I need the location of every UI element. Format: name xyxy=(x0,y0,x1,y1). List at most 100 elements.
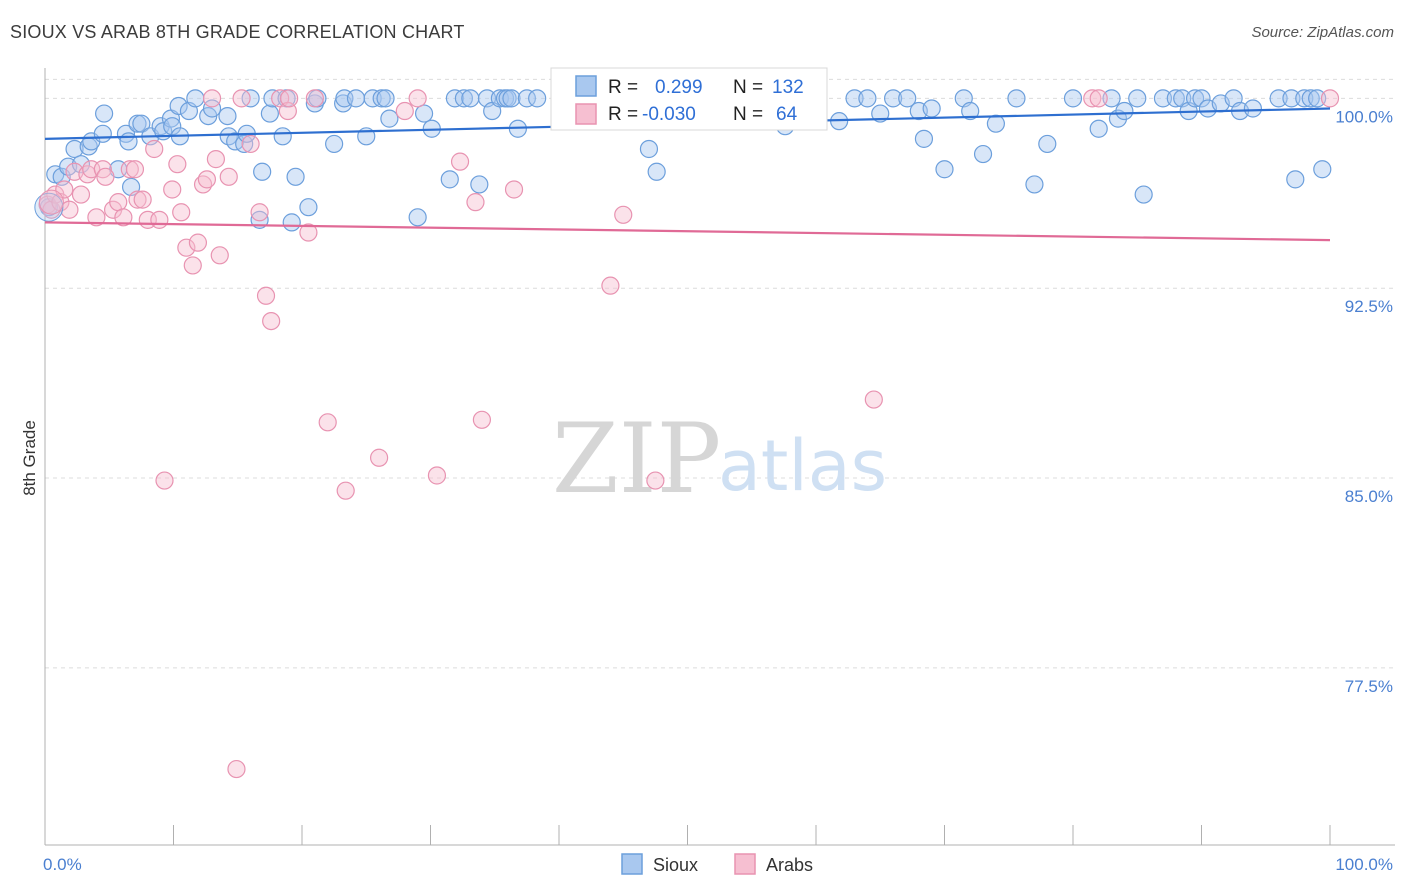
arab-point-21 xyxy=(145,139,164,159)
sioux-point-8 xyxy=(93,124,112,143)
arab-cluster-point xyxy=(38,189,64,215)
legend-swatch-arab xyxy=(575,103,597,125)
sioux-point-68 xyxy=(517,89,536,108)
sioux-point-128 xyxy=(1282,89,1301,108)
sioux-point-58 xyxy=(454,89,474,108)
arab-point-22 xyxy=(150,210,169,229)
arab-point-25 xyxy=(168,155,187,174)
sioux-point-97 xyxy=(898,89,917,108)
sioux-point-53 xyxy=(408,208,427,227)
bottom-legend-label-arab: Arabs xyxy=(766,855,813,875)
legend-top: R = 0.299 N = 132 R = -0.030 N = 64 xyxy=(550,67,828,131)
sioux-point-24 xyxy=(186,89,205,108)
sioux-point-108 xyxy=(1038,134,1057,154)
arab-point-57 xyxy=(601,276,620,295)
arab-point-29 xyxy=(188,233,208,252)
sioux-point-114 xyxy=(1128,89,1147,108)
arab-point-54 xyxy=(466,193,485,212)
sioux-point-111 xyxy=(1102,89,1121,108)
sioux-point-40 xyxy=(286,167,305,186)
sioux-point-27 xyxy=(218,106,237,126)
arab-point-12 xyxy=(96,167,115,186)
arab-point-31 xyxy=(197,170,217,189)
legend-n-label-arab: N = xyxy=(733,104,763,125)
arab-point-37 xyxy=(232,89,251,108)
arab-point-14 xyxy=(109,193,128,212)
sioux-point-107 xyxy=(1025,175,1044,194)
watermark-zip: ZIP xyxy=(552,403,721,515)
arab-point-45 xyxy=(299,223,318,242)
x-tick-label-1: 100.0% xyxy=(1335,855,1393,874)
arab-point-18 xyxy=(128,190,147,209)
sioux-point-42 xyxy=(305,94,324,113)
arab-point-48 xyxy=(336,481,355,500)
arab-point-60 xyxy=(864,390,883,409)
sioux-point-5 xyxy=(71,155,91,174)
watermark-atlas: atlas xyxy=(718,425,887,507)
legend-frame xyxy=(550,67,828,131)
sioux-point-120 xyxy=(1185,89,1205,108)
sioux-point-50 xyxy=(372,89,391,108)
legend-r-label-sioux: R = xyxy=(608,77,638,98)
sioux-point-65 xyxy=(498,89,517,108)
legend-r-label-arab: R = xyxy=(608,104,638,125)
arab-point-63 xyxy=(1320,89,1340,108)
chart-title: SIOUX VS ARAB 8TH GRADE CORRELATION CHAR… xyxy=(10,22,465,42)
gridlines xyxy=(45,78,1395,669)
arab-point-24 xyxy=(163,180,182,199)
sioux-point-100 xyxy=(922,99,941,118)
arab-point-47 xyxy=(318,413,337,432)
sioux-point-44 xyxy=(325,134,344,154)
sioux-point-79 xyxy=(639,139,659,159)
arab-point-62 xyxy=(1089,89,1108,108)
sioux-point-105 xyxy=(986,114,1006,133)
arab-point-41 xyxy=(262,311,281,331)
y-tick-label-2: 85.0% xyxy=(1345,487,1393,506)
sioux-point-127 xyxy=(1269,89,1288,108)
arab-point-23 xyxy=(155,471,174,490)
sioux-point-69 xyxy=(528,89,547,108)
sioux-point-60 xyxy=(470,175,489,194)
sioux-point-113 xyxy=(1115,101,1134,121)
arab-point-52 xyxy=(427,466,447,485)
arab-point-15 xyxy=(114,208,133,227)
sioux-point-132 xyxy=(1286,170,1305,189)
sioux-point-35 xyxy=(260,104,279,123)
axes: 100.0% 92.5% 85.0% 77.5% 0.0% 100.0% xyxy=(43,68,1395,874)
y-tick-label-0: 100.0% xyxy=(1335,107,1393,126)
sioux-point-26 xyxy=(202,99,222,118)
bottom-legend-label-sioux: Sioux xyxy=(653,855,698,875)
arab-point-19 xyxy=(133,190,152,209)
sioux-point-121 xyxy=(1192,89,1211,108)
sioux-cluster-point xyxy=(34,192,64,222)
sioux-point-131 xyxy=(1308,89,1327,108)
legend-swatch-sioux xyxy=(575,75,597,97)
sioux-point-20 xyxy=(163,117,182,136)
arab-point-34 xyxy=(210,246,229,265)
sioux-point-37 xyxy=(273,127,292,146)
sioux-point-129 xyxy=(1295,89,1314,108)
source-label: Source: ZipAtlas.com xyxy=(1251,24,1394,41)
arab-point-53 xyxy=(450,152,470,171)
sioux-point-56 xyxy=(440,170,459,189)
sioux-point-133 xyxy=(1313,160,1332,179)
sioux-point-110 xyxy=(1089,119,1108,138)
arab-point-36 xyxy=(227,759,246,779)
sioux-point-101 xyxy=(935,160,954,179)
arab-point-40 xyxy=(256,286,276,305)
arab-point-27 xyxy=(177,238,196,257)
y-tick-label-3: 77.5% xyxy=(1345,677,1393,696)
arab-point-17 xyxy=(125,160,145,179)
arab-point-39 xyxy=(250,203,269,222)
y-axis-label: 8th Grade xyxy=(20,420,39,496)
sioux-point-104 xyxy=(973,144,993,164)
sioux-point-34 xyxy=(253,162,272,181)
sioux-point-115 xyxy=(1134,185,1153,204)
arab-point-44 xyxy=(280,89,299,108)
sioux-point-103 xyxy=(961,101,980,121)
sioux-point-95 xyxy=(871,104,890,123)
sioux-point-80 xyxy=(647,162,666,181)
arab-point-32 xyxy=(202,89,222,108)
arab-point-50 xyxy=(395,101,414,121)
